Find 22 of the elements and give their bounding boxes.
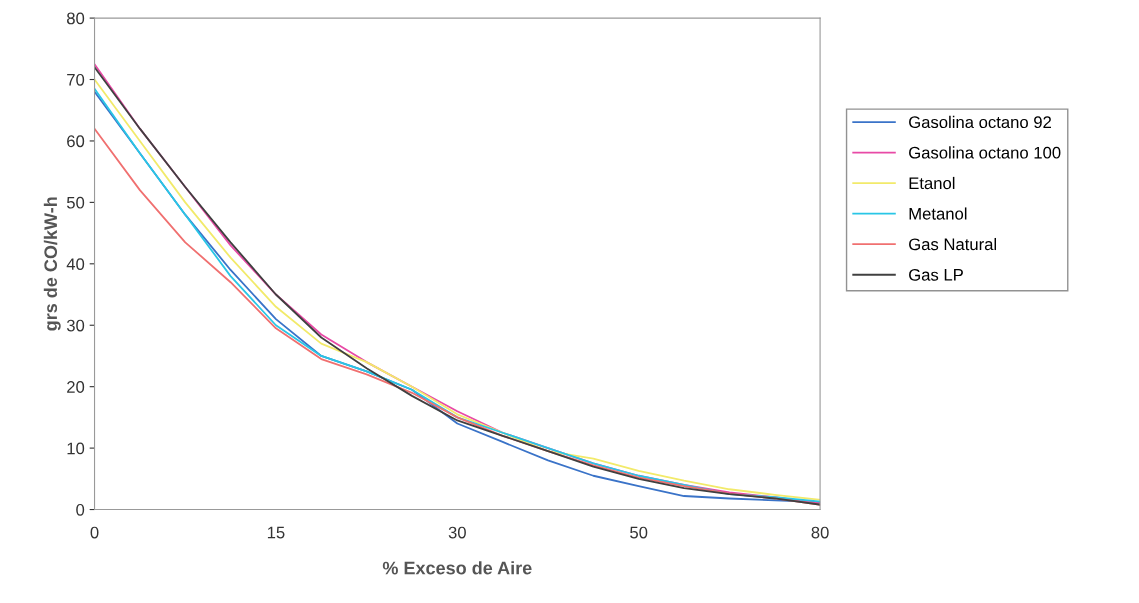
x-tick-label: 50 — [630, 526, 648, 539]
y-tick-label: 80 — [67, 12, 85, 25]
y-tick-label: 20 — [67, 381, 85, 393]
x-tick-label: 80 — [811, 526, 829, 539]
x-axis-title: % Exceso de Aire — [382, 561, 532, 575]
x-tick-label: 30 — [448, 526, 466, 539]
y-tick-label: 0 — [76, 503, 85, 516]
y-tick-label: 70 — [67, 73, 85, 86]
x-tick-label: 15 — [267, 526, 285, 539]
y-tick-label: 50 — [66, 196, 85, 209]
legend-label: Etanol — [909, 176, 955, 190]
legend-label: Gasolina octano 100 — [909, 146, 1061, 159]
y-tick-label: 30 — [66, 319, 85, 332]
y-tick-label: 10 — [67, 442, 85, 455]
legend-label: Gas LP — [909, 268, 963, 281]
legend-label: Metanol — [909, 207, 967, 220]
legend-label: Gasolina octano 92 — [909, 115, 1051, 129]
legend-label: Gas Natural — [909, 237, 997, 251]
y-tick-label: 60 — [67, 135, 85, 148]
y-tick-label: 40 — [66, 258, 85, 271]
x-tick-label: 0 — [90, 526, 99, 539]
y-axis-title: grs de CO/kW-h — [43, 197, 61, 331]
